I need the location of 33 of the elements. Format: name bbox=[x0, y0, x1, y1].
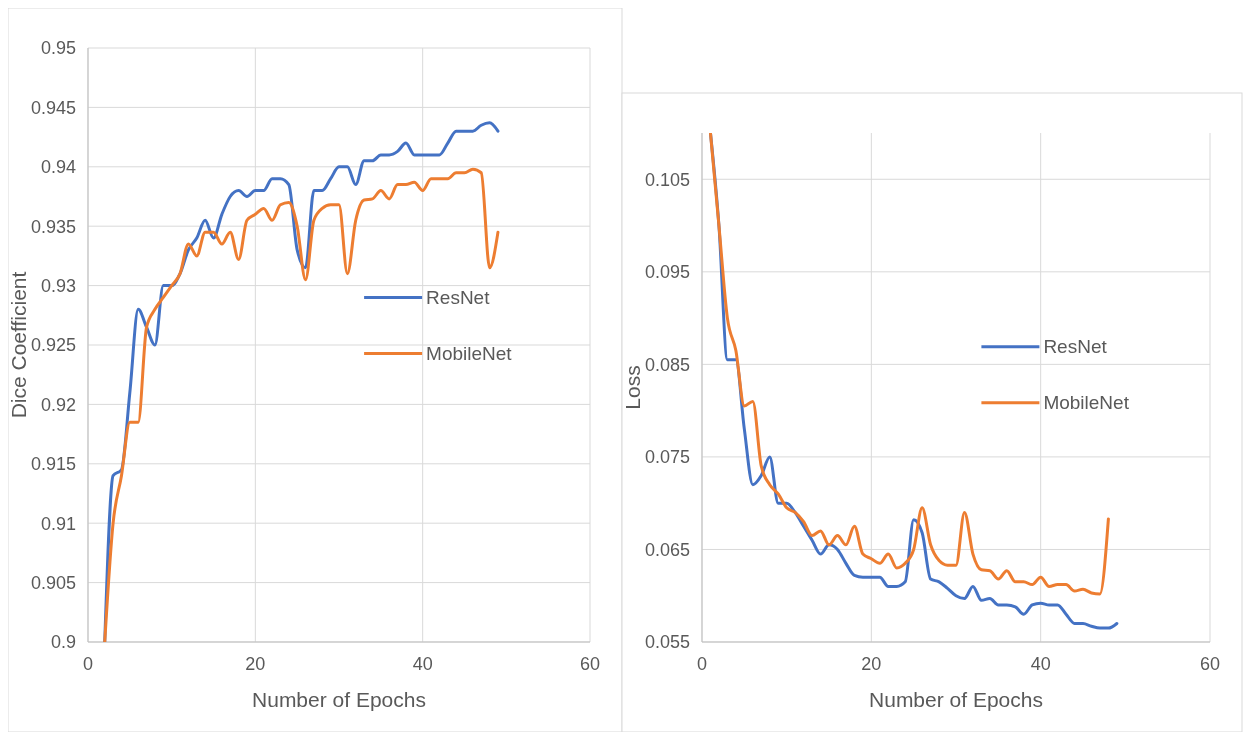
x-tick-label: 0 bbox=[696, 654, 708, 674]
y-tick-label: 0.105 bbox=[644, 169, 690, 190]
y-tick-label: 0.95 bbox=[40, 38, 76, 59]
y-tick-label: 0.935 bbox=[30, 216, 76, 237]
x-tick-label: 20 bbox=[245, 654, 266, 674]
y-tick-label: 0.065 bbox=[644, 539, 690, 560]
y-tick-label: 0.94 bbox=[40, 157, 76, 178]
y-tick-label: 0.915 bbox=[30, 454, 76, 475]
legend-label: ResNet bbox=[426, 287, 491, 309]
x-axis-title: Number of Epochs bbox=[869, 688, 1043, 711]
legend-label: MobileNet bbox=[1043, 392, 1130, 414]
y-tick-label: 0.945 bbox=[30, 97, 76, 118]
legend-label: ResNet bbox=[1043, 336, 1108, 358]
x-axis-title: Number of Epochs bbox=[252, 688, 426, 711]
y-tick-label: 0.925 bbox=[30, 335, 76, 356]
y-axis-title: Loss bbox=[621, 365, 644, 410]
y-tick-label: 0.085 bbox=[644, 354, 690, 375]
y-tick-label: 0.9 bbox=[50, 632, 76, 653]
y-tick-label: 0.92 bbox=[40, 394, 76, 415]
x-tick-label: 40 bbox=[412, 654, 433, 674]
x-tick-label: 40 bbox=[1030, 654, 1051, 674]
legend-label: MobileNet bbox=[426, 343, 513, 365]
x-tick-label: 60 bbox=[579, 654, 601, 674]
y-tick-label: 0.075 bbox=[644, 447, 690, 468]
y-tick-label: 0.91 bbox=[40, 513, 76, 534]
x-tick-label: 20 bbox=[861, 654, 882, 674]
y-tick-label: 0.095 bbox=[644, 262, 690, 283]
x-tick-label: 60 bbox=[1199, 654, 1221, 674]
y-axis-title: Dice Coefficient bbox=[7, 271, 30, 419]
x-tick-label: 0 bbox=[82, 654, 94, 674]
y-tick-label: 0.905 bbox=[30, 572, 76, 593]
y-tick-label: 0.055 bbox=[644, 632, 690, 653]
y-tick-label: 0.93 bbox=[40, 275, 76, 296]
